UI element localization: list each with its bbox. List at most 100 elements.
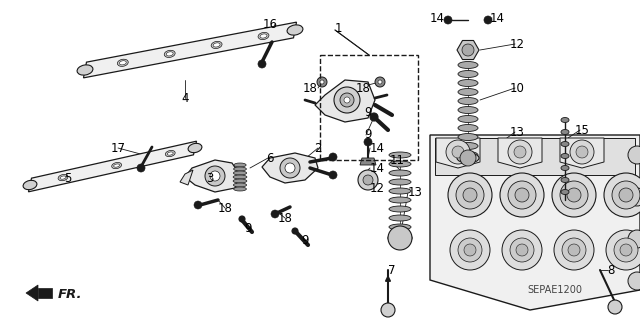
- Ellipse shape: [164, 50, 175, 57]
- Circle shape: [628, 230, 640, 248]
- Ellipse shape: [234, 187, 246, 191]
- Circle shape: [464, 244, 476, 256]
- Text: 9: 9: [364, 129, 371, 142]
- Polygon shape: [180, 170, 193, 185]
- Polygon shape: [315, 80, 375, 122]
- Circle shape: [452, 146, 464, 158]
- Ellipse shape: [389, 206, 411, 212]
- Circle shape: [205, 166, 225, 186]
- Polygon shape: [83, 22, 296, 78]
- Ellipse shape: [458, 124, 478, 131]
- Ellipse shape: [234, 171, 246, 175]
- Text: FR.: FR.: [58, 288, 83, 301]
- Circle shape: [258, 60, 266, 68]
- Circle shape: [628, 272, 640, 290]
- Polygon shape: [28, 141, 196, 192]
- Ellipse shape: [114, 164, 120, 167]
- Ellipse shape: [213, 43, 220, 47]
- Circle shape: [378, 80, 382, 84]
- Circle shape: [446, 140, 470, 164]
- Text: 18: 18: [303, 81, 318, 94]
- Circle shape: [450, 230, 490, 270]
- Ellipse shape: [458, 143, 478, 150]
- Polygon shape: [262, 153, 318, 183]
- Circle shape: [381, 303, 395, 317]
- Circle shape: [576, 146, 588, 158]
- Ellipse shape: [234, 167, 246, 171]
- Circle shape: [194, 201, 202, 209]
- Ellipse shape: [561, 153, 569, 159]
- Circle shape: [514, 146, 526, 158]
- Circle shape: [363, 175, 373, 185]
- Circle shape: [460, 150, 476, 166]
- Text: 5: 5: [64, 172, 72, 184]
- Circle shape: [515, 188, 529, 202]
- Text: 10: 10: [510, 81, 525, 94]
- Text: 1: 1: [335, 21, 342, 34]
- Circle shape: [285, 163, 295, 173]
- Circle shape: [280, 158, 300, 178]
- Circle shape: [619, 188, 633, 202]
- Circle shape: [612, 181, 640, 209]
- Circle shape: [567, 188, 581, 202]
- Text: 8: 8: [607, 263, 614, 277]
- Circle shape: [554, 230, 594, 270]
- Text: 9: 9: [364, 106, 371, 118]
- Text: 15: 15: [575, 123, 590, 137]
- Ellipse shape: [458, 107, 478, 114]
- Ellipse shape: [458, 62, 478, 69]
- Ellipse shape: [561, 189, 569, 195]
- Text: 6: 6: [266, 152, 274, 165]
- Circle shape: [292, 228, 298, 234]
- Circle shape: [560, 181, 588, 209]
- Polygon shape: [360, 158, 376, 165]
- Polygon shape: [26, 285, 38, 301]
- Polygon shape: [498, 138, 542, 168]
- Ellipse shape: [458, 70, 478, 78]
- Ellipse shape: [389, 224, 411, 230]
- Circle shape: [344, 97, 350, 103]
- Circle shape: [562, 238, 586, 262]
- Text: 13: 13: [408, 186, 423, 198]
- Circle shape: [388, 226, 412, 250]
- Circle shape: [462, 44, 474, 56]
- Text: 14: 14: [370, 161, 385, 174]
- Text: 7: 7: [388, 263, 396, 277]
- Text: 18: 18: [218, 202, 232, 214]
- Polygon shape: [457, 41, 479, 60]
- Ellipse shape: [260, 34, 267, 38]
- Circle shape: [458, 238, 482, 262]
- Ellipse shape: [112, 162, 122, 169]
- Ellipse shape: [23, 180, 37, 190]
- Circle shape: [340, 93, 354, 107]
- Ellipse shape: [287, 25, 303, 35]
- Circle shape: [508, 140, 532, 164]
- Text: SEPAE1200: SEPAE1200: [527, 285, 582, 295]
- Circle shape: [358, 170, 378, 190]
- Ellipse shape: [389, 161, 411, 167]
- Circle shape: [628, 188, 640, 206]
- Circle shape: [620, 244, 632, 256]
- Ellipse shape: [458, 133, 478, 140]
- Ellipse shape: [389, 152, 411, 158]
- Circle shape: [628, 146, 640, 164]
- Text: 2: 2: [314, 142, 322, 154]
- Circle shape: [329, 153, 337, 161]
- Ellipse shape: [389, 215, 411, 221]
- Text: 12: 12: [370, 182, 385, 195]
- Text: 18: 18: [278, 211, 292, 225]
- Circle shape: [370, 113, 378, 121]
- Ellipse shape: [211, 41, 222, 48]
- Text: 12: 12: [510, 38, 525, 50]
- Ellipse shape: [458, 98, 478, 105]
- Circle shape: [375, 77, 385, 87]
- Ellipse shape: [561, 177, 569, 182]
- Text: 14: 14: [430, 11, 445, 25]
- Ellipse shape: [457, 153, 479, 163]
- Ellipse shape: [119, 61, 126, 65]
- Circle shape: [508, 181, 536, 209]
- Circle shape: [329, 171, 337, 179]
- Circle shape: [552, 173, 596, 217]
- Circle shape: [510, 238, 534, 262]
- Text: 11: 11: [390, 153, 405, 167]
